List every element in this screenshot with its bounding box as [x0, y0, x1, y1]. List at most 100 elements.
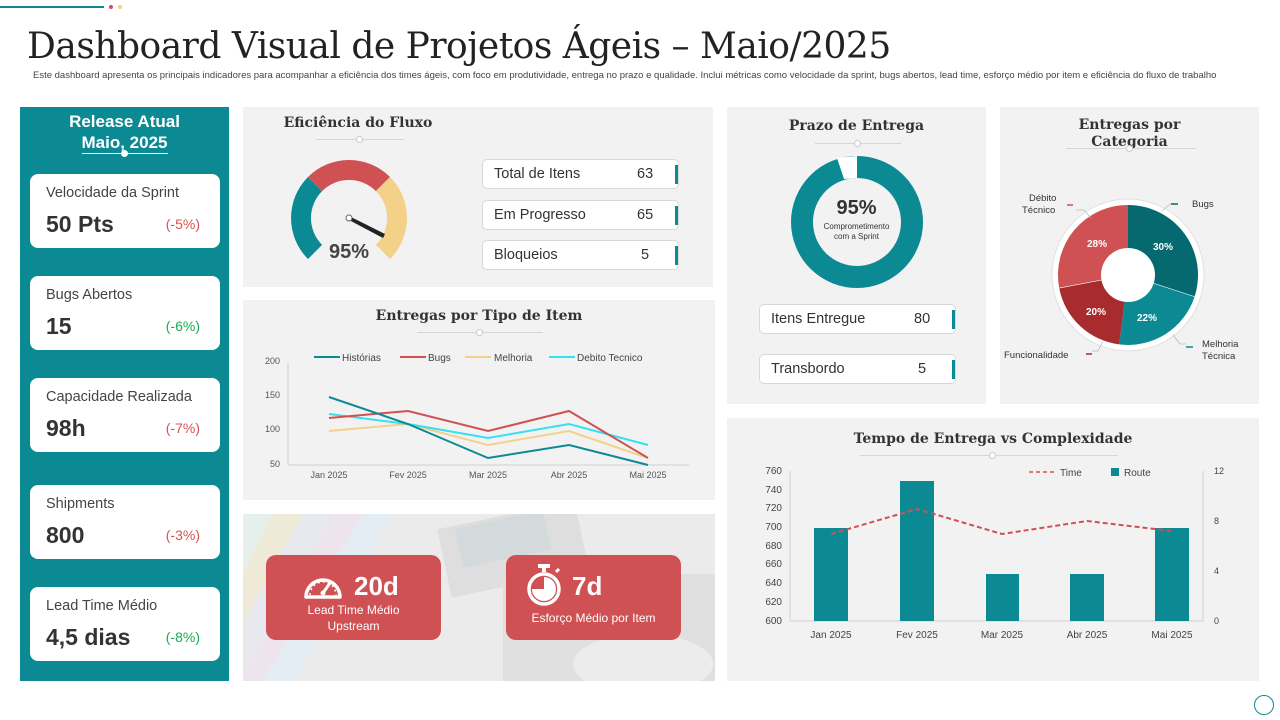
page-title: Dashboard Visual de Projetos Ágeis – Mai… — [27, 26, 891, 67]
stat-accent-bar — [675, 246, 678, 265]
legend-historias: Histórias — [342, 353, 381, 364]
header-accent-dot-yellow — [118, 5, 122, 9]
highlight-label: Lead Time Médio Upstream — [266, 602, 441, 634]
svg-text:12: 12 — [1214, 466, 1224, 476]
svg-text:Fev 2025: Fev 2025 — [389, 470, 427, 480]
svg-text:Abr 2025: Abr 2025 — [551, 470, 588, 480]
gauge-value: 95% — [329, 241, 370, 263]
kpi-value: 800 — [46, 522, 85, 548]
title-divider-dot — [989, 452, 996, 459]
legend-melhoria-line2: Técnica — [1202, 351, 1236, 362]
svg-text:720: 720 — [765, 503, 782, 514]
legend-route: Route — [1124, 468, 1151, 479]
svg-text:50: 50 — [270, 459, 280, 469]
y-axis-left-ticks: 760 740 720 700 680 660 640 620 600 — [765, 466, 782, 627]
delivery-donut-chart — [791, 156, 923, 288]
page-description: Este dashboard apresenta os principais i… — [33, 70, 1217, 81]
stat-value: 5 — [641, 247, 650, 263]
kpi-value: 50 Pts — [46, 211, 114, 237]
gauge-needle — [349, 216, 385, 238]
slice-label-melhoria: 22% — [1137, 313, 1157, 324]
kpi-value: 15 — [46, 313, 72, 339]
series-debito-tecnico — [328, 413, 649, 446]
kpi-card-sprint-velocity[interactable]: Velocidade da Sprint 50 Pts (-5%) — [30, 174, 220, 248]
bar-mar — [986, 574, 1019, 621]
kpi-card-shipments[interactable]: Shipments 800 (-3%) — [30, 485, 220, 559]
donut-caption-line2: com a Sprint — [834, 232, 879, 241]
items-by-type-title: Entregas por Tipo de Item — [375, 308, 583, 324]
legend-debito-line2: Técnico — [1022, 205, 1055, 216]
release-title-line1: Release Atual — [69, 112, 180, 131]
donut-caption: Comprometimento com a Sprint — [727, 222, 986, 242]
svg-text:200: 200 — [265, 356, 280, 366]
slice-label-debito: 28% — [1087, 239, 1107, 250]
svg-text:740: 740 — [765, 485, 782, 496]
stat-label: Total de Itens — [494, 166, 581, 182]
legend-funcionalidade: Funcionalidade — [1004, 350, 1068, 361]
kpi-label: Lead Time Médio — [46, 598, 158, 614]
legend-bugs: Bugs — [428, 353, 451, 364]
series-melhoria — [328, 422, 649, 459]
gauge-segment-yellow — [375, 177, 407, 259]
gauge-needle-pivot — [345, 214, 353, 222]
stat-value: 63 — [637, 166, 654, 182]
chart-legend: Histórias Bugs Melhoria Debito Tecnico — [314, 353, 643, 364]
stat-blockers[interactable]: Bloqueios 5 — [482, 240, 679, 270]
donut-caption-line1: Comprometimento — [823, 222, 890, 231]
svg-text:640: 640 — [765, 578, 782, 589]
kpi-card-capacity[interactable]: Capacidade Realizada 98h (-7%) — [30, 378, 220, 452]
kpi-card-lead-time[interactable]: Lead Time Médio 4,5 dias (-8%) — [30, 587, 220, 661]
kpi-change: (-7%) — [165, 420, 200, 436]
title-divider-dot — [854, 140, 861, 147]
category-title-line1: Entregas por — [1078, 117, 1181, 133]
svg-text:Jan 2025: Jan 2025 — [310, 470, 347, 480]
highlight-label-line1: Lead Time Médio — [307, 603, 400, 617]
stat-label: Transbordo — [771, 361, 845, 377]
bar-mai — [1155, 528, 1189, 621]
svg-text:Mai 2025: Mai 2025 — [1151, 630, 1193, 641]
highlight-card-lead-time-upstream[interactable]: 20d Lead Time Médio Upstream — [266, 555, 441, 640]
title-divider-dot — [476, 329, 483, 336]
svg-text:600: 600 — [765, 616, 782, 627]
svg-text:Mar 2025: Mar 2025 — [469, 470, 507, 480]
kpi-change: (-6%) — [165, 318, 200, 334]
kpi-card-open-bugs[interactable]: Bugs Abertos 15 (-6%) — [30, 276, 220, 350]
legend-bugs: Bugs — [1192, 199, 1214, 210]
stat-accent-bar — [675, 165, 678, 184]
svg-text:8: 8 — [1214, 516, 1219, 526]
category-panel: Entregas por Categoria 30% 22% 20% 28% — [1000, 107, 1259, 404]
stat-label: Itens Entregue — [771, 311, 866, 327]
category-title: Entregas por Categoria — [1000, 117, 1259, 151]
kpi-change: (-8%) — [165, 629, 200, 645]
legend-melhoria-line1: Melhoria — [1202, 339, 1239, 350]
title-divider-dot — [1126, 145, 1133, 152]
highlight-value: 7d — [572, 571, 603, 601]
highlight-card-effort-per-item[interactable]: 7d Esforço Médio por Item — [506, 555, 681, 640]
stat-accent-bar — [952, 310, 955, 329]
stat-total-items[interactable]: Total de Itens 63 — [482, 159, 679, 189]
chart-legend: Time Route — [1029, 468, 1151, 479]
stat-overflow[interactable]: Transbordo 5 — [759, 354, 956, 384]
stat-items-delivered[interactable]: Itens Entregue 80 — [759, 304, 956, 334]
legend-debito-line1: Débito — [1029, 193, 1056, 204]
release-sidebar: Release Atual Maio, 2025 Velocidade da S… — [20, 107, 229, 681]
stat-label: Em Progresso — [494, 207, 586, 223]
flow-gauge-chart — [291, 160, 407, 259]
stat-in-progress[interactable]: Em Progresso 65 — [482, 200, 679, 230]
kpi-label: Shipments — [46, 496, 115, 512]
stat-value: 5 — [918, 361, 927, 377]
stat-accent-bar — [675, 206, 678, 225]
svg-text:700: 700 — [765, 522, 782, 533]
header-accent-line — [0, 6, 104, 8]
legend-time: Time — [1060, 468, 1082, 479]
series-time — [830, 507, 1173, 536]
delivery-deadline-panel: Prazo de Entrega 95% Comprometimento com… — [727, 107, 986, 404]
title-divider-dot — [356, 136, 363, 143]
items-by-type-line-chart: Histórias Bugs Melhoria Debito Tecnico 2… — [265, 353, 689, 480]
svg-text:100: 100 — [265, 424, 280, 434]
flow-efficiency-title: Eficiência do Fluxo — [283, 115, 433, 131]
slice-label-bugs: 30% — [1153, 242, 1173, 253]
svg-text:Mar 2025: Mar 2025 — [981, 630, 1024, 641]
items-by-type-panel: Entregas por Tipo de Item Histórias Bugs… — [243, 300, 715, 500]
header-accent-dot-red — [109, 5, 113, 9]
